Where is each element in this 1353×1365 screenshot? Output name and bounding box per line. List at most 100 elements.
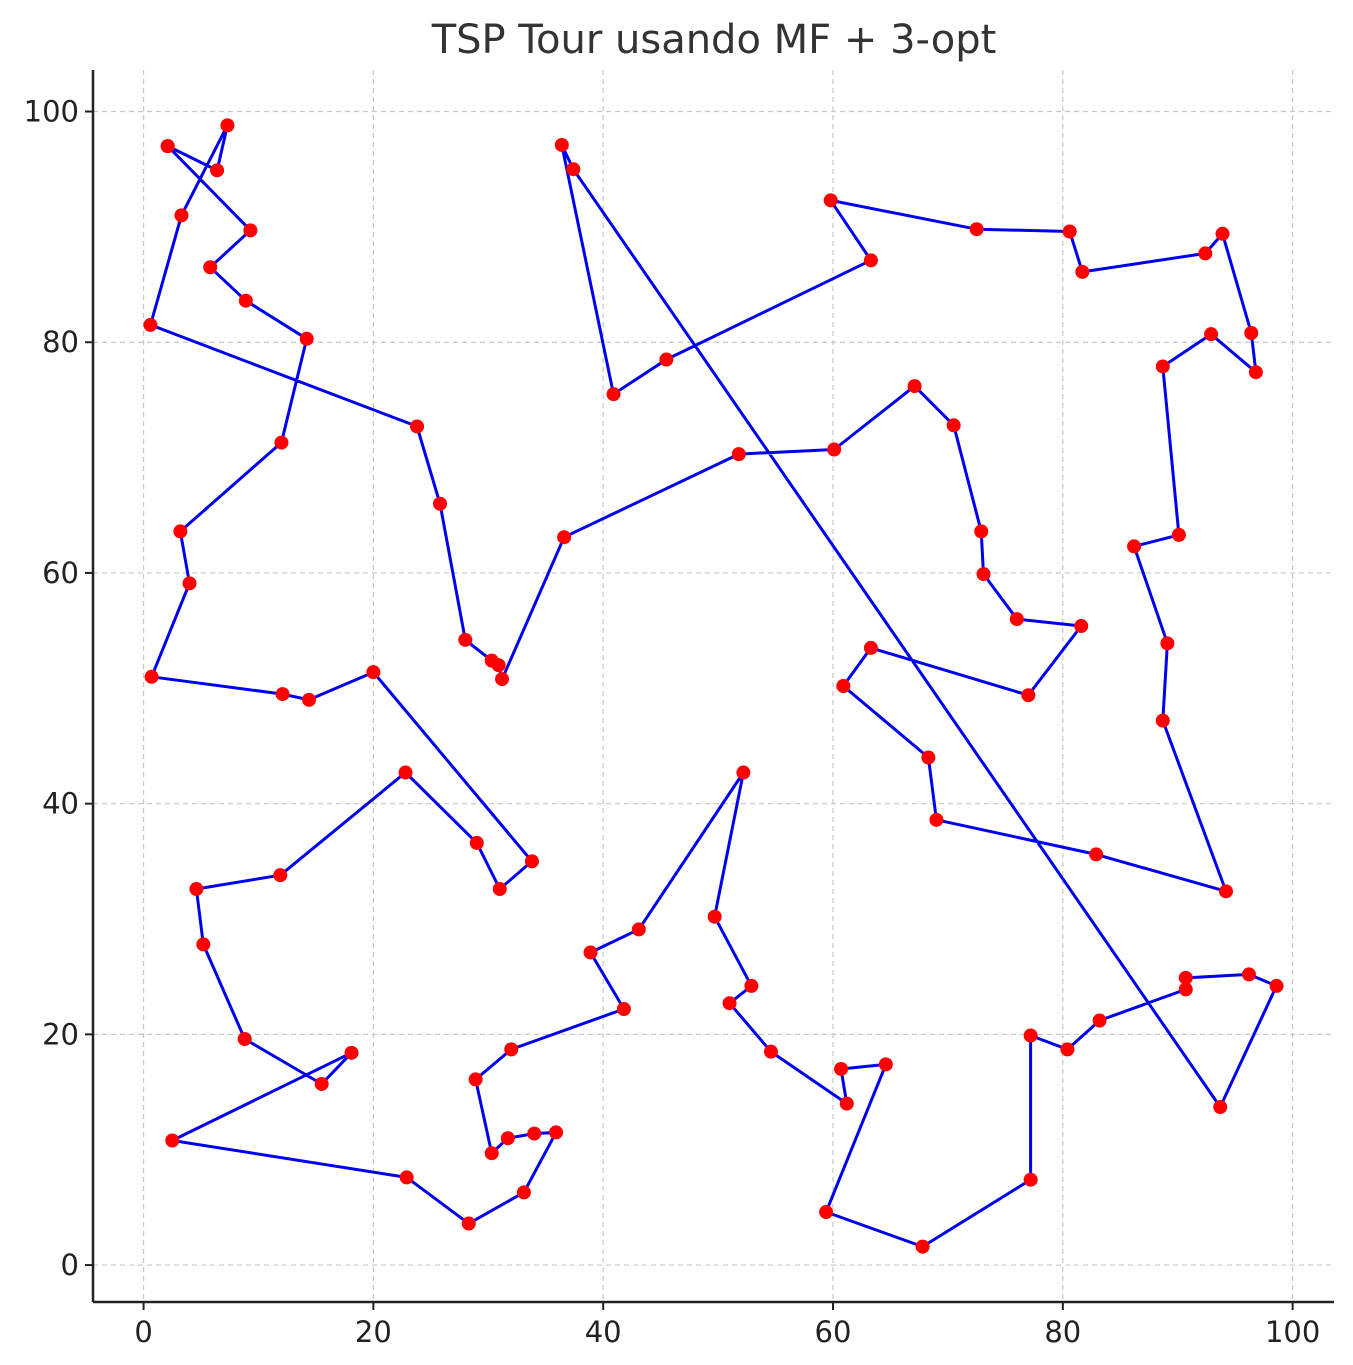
grid-lines (93, 70, 1334, 1302)
city-point (839, 1096, 854, 1111)
city-point (274, 435, 289, 450)
city-point (1198, 246, 1213, 261)
city-point (1178, 982, 1193, 997)
city-point (1155, 713, 1170, 728)
city-point (1215, 226, 1230, 241)
city-point (492, 882, 507, 897)
city-point (1092, 1013, 1107, 1028)
city-point (1171, 527, 1186, 542)
city-point (1213, 1100, 1228, 1115)
city-point (238, 293, 253, 308)
city-point (189, 882, 204, 897)
city-point (433, 496, 448, 511)
city-point (366, 665, 381, 680)
city-point (549, 1125, 564, 1140)
city-point (275, 687, 290, 702)
x-tick-label: 20 (355, 1315, 392, 1349)
city-point (524, 854, 539, 869)
city-point (299, 331, 314, 346)
city-point (1127, 539, 1142, 554)
y-tick-label: 80 (42, 325, 79, 359)
city-point (203, 260, 218, 275)
city-point (1060, 1042, 1075, 1057)
city-point (836, 679, 851, 693)
city-point (484, 653, 499, 668)
city-point (736, 765, 751, 780)
city-point (399, 1170, 414, 1185)
x-tick-label: 40 (585, 1315, 622, 1349)
city-point (722, 996, 737, 1011)
city-point (731, 447, 746, 462)
city-point (1160, 636, 1175, 651)
city-point (744, 978, 759, 993)
city-point (863, 253, 878, 268)
city-point (583, 945, 598, 960)
city-point (527, 1126, 542, 1141)
city-point (1269, 978, 1284, 993)
x-tick-label: 0 (134, 1315, 152, 1349)
city-point (1248, 365, 1263, 380)
city-point (173, 524, 188, 539)
city-point (1178, 970, 1193, 985)
city-point (243, 223, 258, 238)
city-point (302, 692, 317, 707)
city-point (469, 835, 484, 850)
city-point (659, 352, 674, 367)
chart-title: TSP Tour usando MF + 3-opt (431, 17, 997, 63)
y-tick-label: 60 (42, 556, 79, 590)
city-point (915, 1239, 930, 1254)
city-markers (143, 118, 1284, 1254)
city-point (143, 317, 158, 332)
city-point (458, 632, 473, 647)
city-point (976, 567, 991, 582)
city-point (461, 1216, 476, 1231)
city-point (174, 208, 189, 223)
city-point (182, 576, 197, 591)
y-tick-label: 0 (61, 1248, 79, 1282)
city-point (969, 222, 984, 237)
y-tick-label: 40 (42, 787, 79, 821)
city-point (468, 1072, 483, 1087)
city-point (500, 1131, 515, 1146)
city-point (1075, 264, 1090, 279)
city-point (554, 137, 569, 152)
city-point (273, 868, 288, 883)
city-point (929, 812, 944, 827)
axis-ticks: 0 20 40 60 80 100 0 20 40 60 80 100 (24, 95, 1321, 1349)
city-point (907, 379, 922, 394)
city-point (237, 1031, 252, 1046)
y-tick-label: 100 (24, 95, 79, 129)
city-point (1218, 884, 1233, 899)
city-point (878, 1057, 893, 1072)
city-point (210, 163, 225, 178)
city-point (763, 1044, 778, 1059)
city-point (504, 1042, 519, 1057)
x-tick-label: 80 (1044, 1315, 1081, 1349)
city-point (616, 1001, 631, 1016)
city-point (946, 418, 961, 433)
city-point (823, 193, 838, 208)
x-tick-label: 60 (815, 1315, 852, 1349)
city-point (1074, 619, 1089, 634)
city-point (484, 1146, 499, 1161)
city-point (1023, 1028, 1038, 1043)
city-point (863, 640, 878, 655)
city-point (1062, 224, 1077, 239)
city-point (819, 1205, 834, 1220)
city-point (974, 524, 989, 539)
city-point (1023, 1172, 1038, 1187)
city-point (165, 1133, 180, 1148)
city-point (834, 1061, 849, 1076)
city-point (566, 162, 581, 177)
x-tick-label: 100 (1265, 1315, 1320, 1349)
city-point (557, 530, 572, 545)
city-point (827, 442, 842, 457)
city-point (196, 937, 211, 952)
city-point (606, 387, 621, 402)
city-point (1009, 612, 1024, 627)
city-point (707, 909, 722, 924)
city-point (160, 139, 175, 154)
city-point (1155, 359, 1170, 374)
